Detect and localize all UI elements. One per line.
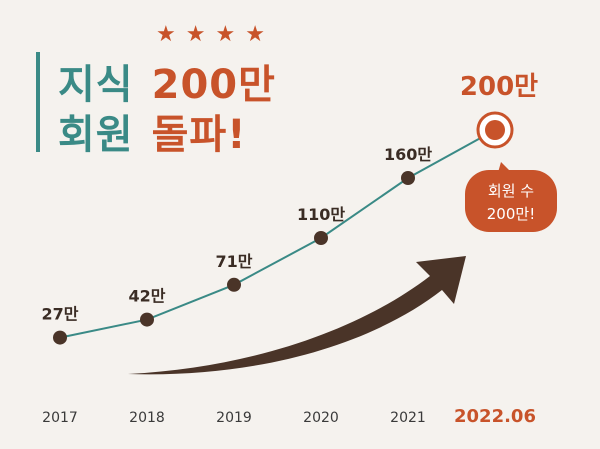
- headline-emphasis: 200만: [151, 62, 276, 108]
- data-point: [401, 171, 415, 185]
- data-label: 110만: [297, 205, 345, 224]
- data-point: [227, 277, 241, 292]
- x-tick-label: 2021: [390, 410, 426, 426]
- x-tick-label: 2017: [42, 410, 78, 426]
- callout-bubble: [465, 170, 557, 232]
- star-icon: ★: [215, 22, 236, 47]
- x-tick-label: 2020: [303, 410, 339, 426]
- star-icon: ★: [245, 22, 265, 47]
- data-label: 71만: [216, 252, 253, 271]
- data-label: 42만: [129, 287, 166, 306]
- star-icon: ★: [156, 22, 176, 47]
- x-tick-label: 2022.06: [454, 406, 536, 427]
- headline-line-2: 회원 돌파!: [58, 102, 276, 158]
- data-label: 160만: [384, 145, 432, 164]
- callout-line-2: 200만!: [487, 205, 535, 223]
- data-point: [53, 330, 67, 345]
- data-label: 200만: [460, 72, 538, 102]
- headline-word: 지식: [58, 62, 134, 108]
- headline-word: 회원: [58, 112, 134, 158]
- x-tick-label: 2019: [216, 410, 252, 426]
- data-point: [485, 120, 505, 140]
- headline: 지식 200만 회원 돌파!: [36, 52, 276, 158]
- data-point: [140, 312, 154, 327]
- x-tick-label: 2018: [129, 410, 165, 426]
- headline-line-1: 지식 200만: [58, 52, 276, 108]
- callout-line-1: 회원 수: [488, 182, 534, 200]
- data-label: 27만: [42, 305, 79, 324]
- headline-emphasis: 돌파!: [151, 112, 247, 158]
- series-line: [59, 129, 496, 339]
- growth-arrow: [128, 256, 466, 375]
- data-point: [314, 231, 328, 245]
- star-icon: ★: [185, 22, 206, 47]
- star-rating: ★ ★ ★ ★: [156, 24, 265, 46]
